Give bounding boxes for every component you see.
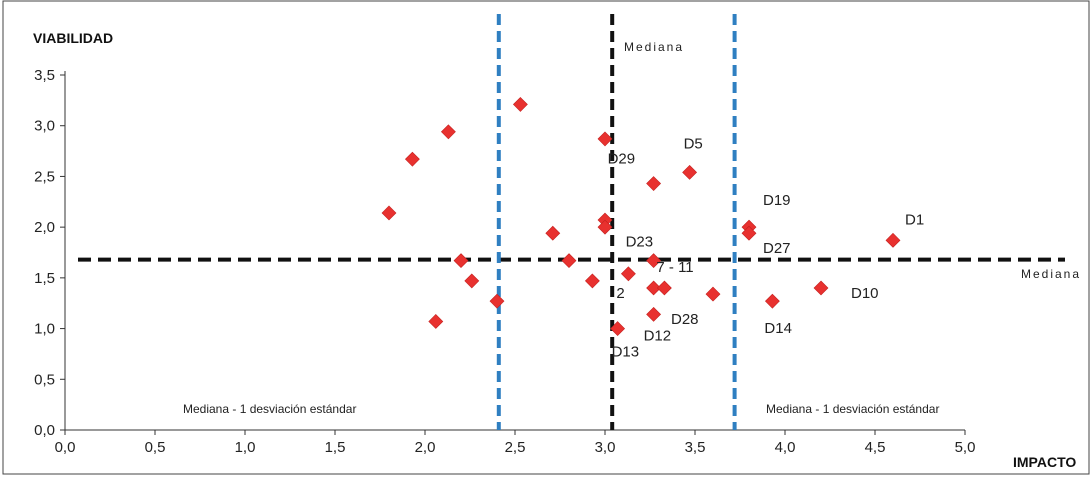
data-point	[646, 176, 662, 191]
data-point	[597, 219, 613, 235]
point-label: 2	[616, 285, 624, 302]
point-label: D10	[851, 285, 879, 302]
point-label: D12	[644, 327, 672, 344]
x-tick-label: 2,0	[415, 439, 436, 456]
x-tick-label: 4,0	[775, 439, 796, 456]
data-point	[464, 273, 480, 289]
point-label: D13	[612, 344, 640, 361]
data-point	[512, 96, 528, 112]
sd-left-label: Mediana - 1 desviación estándar	[183, 402, 356, 416]
data-point	[597, 131, 613, 147]
data-point	[620, 266, 636, 282]
x-tick-label: 1,0	[235, 439, 256, 456]
x-tick-label: 0,0	[55, 439, 76, 456]
axes: 0,0 0,5 1,0 1,5 2,0 2,5 3,0 3,5 0,0 0,5 1,0 1,5 2,0 2…	[34, 67, 975, 456]
data-point	[489, 293, 505, 309]
x-tick-label: 5,0	[955, 439, 976, 456]
y-tick-label: 3,0	[34, 118, 55, 135]
x-tick-label: 1,5	[325, 439, 346, 456]
data-point	[428, 314, 444, 329]
data-point	[381, 205, 397, 221]
y-tick-label: 1,0	[34, 321, 55, 338]
data-point	[404, 151, 420, 167]
data-point	[646, 306, 662, 322]
median-horizontal-label: Mediana	[1021, 267, 1081, 281]
data-point	[646, 280, 662, 296]
x-axis-title: IMPACTO	[1013, 454, 1076, 470]
y-tick-label: 0,5	[34, 371, 55, 388]
y-tick-label: 0,0	[34, 422, 55, 439]
point-label: D28	[671, 311, 699, 328]
point-label: D14	[764, 320, 792, 337]
reference-lines	[78, 14, 1065, 430]
data-point	[440, 124, 456, 140]
data-point	[545, 225, 561, 241]
median-vertical-label: Mediana	[624, 40, 684, 54]
point-label: D19	[763, 192, 791, 209]
point-label: D23	[626, 234, 654, 251]
y-tick-label: 2,0	[34, 219, 55, 236]
data-point	[584, 273, 600, 289]
point-label: D27	[763, 240, 791, 257]
x-tick-label: 3,5	[685, 439, 706, 456]
data-point	[885, 232, 901, 248]
data-point	[682, 164, 698, 180]
point-label: D1	[905, 211, 924, 228]
x-tick-label: 4,5	[865, 439, 886, 456]
data-point	[741, 225, 757, 241]
data-point	[646, 253, 662, 269]
data-point	[610, 321, 626, 336]
point-labels: D13 2 D29 D23 D12 7 - 11 D5 D28 D19 D27 D14 D10 D1	[608, 135, 925, 360]
data-point	[656, 280, 672, 296]
x-tick-label: 0,5	[145, 439, 166, 456]
data-point	[764, 293, 780, 309]
y-axis-title: VIABILIDAD	[33, 30, 113, 46]
x-tick-label: 3,0	[595, 439, 616, 456]
x-tick-label: 2,5	[505, 439, 526, 456]
data-point	[813, 280, 829, 296]
y-tick-label: 3,5	[34, 67, 55, 84]
y-tick-label: 2,5	[34, 168, 55, 185]
data-point	[453, 253, 469, 269]
data-point	[561, 253, 577, 269]
point-label: 7 - 11	[656, 259, 693, 276]
point-label: D5	[684, 135, 703, 152]
sd-right-label: Mediana - 1 desviación estándar	[766, 402, 939, 416]
y-tick-label: 1,5	[34, 270, 55, 287]
data-point	[705, 286, 721, 302]
data-points	[381, 96, 901, 336]
point-label: D29	[608, 151, 636, 168]
